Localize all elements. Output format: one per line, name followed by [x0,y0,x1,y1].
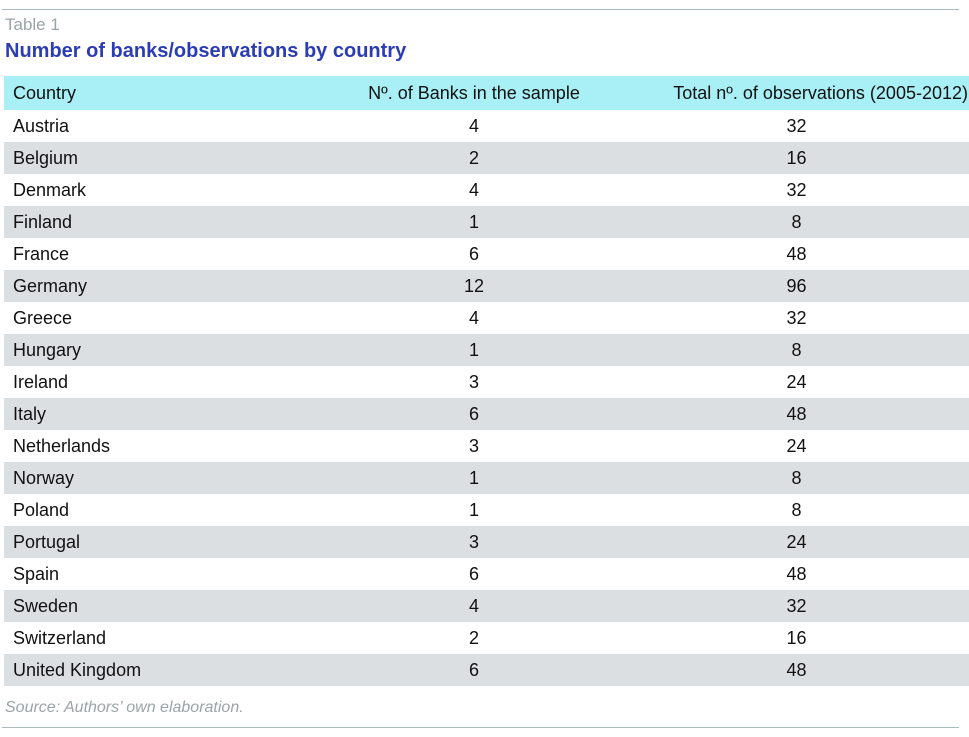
cell-banks: 2 [468,627,479,648]
cell-banks: 4 [468,179,479,200]
cell-banks: 4 [335,590,613,622]
table-row: Belgium 2 16 [4,142,969,174]
cell-country: Sweden [4,590,335,622]
cell-observations: 8 [613,334,969,366]
cell-observations: 8 [791,499,802,520]
table-row: United Kingdom 6 48 [4,654,969,686]
cell-observations: 16 [613,142,969,174]
cell-observations: 48 [613,398,969,430]
cell-banks: 12 [335,270,613,302]
cell-country: Ireland [13,371,69,392]
table-row: Denmark 4 32 [4,174,969,206]
cell-country: Finland [4,206,335,238]
table-row: Austria 4 32 [4,110,969,142]
column-header-banks: Nº. of Banks in the sample [335,76,613,110]
source-note: Source: Authors’ own elaboration. [5,699,244,716]
cell-banks: 1 [468,499,479,520]
cell-country: Denmark [13,179,87,200]
cell-country: France [13,243,70,264]
cell-observations: 32 [786,179,807,200]
cell-observations: 32 [786,307,807,328]
cell-banks: 6 [468,243,479,264]
table-row: Ireland 3 24 [4,366,969,398]
cell-observations: 48 [613,654,969,686]
table-row: Sweden 4 32 [4,590,969,622]
cell-observations: 32 [613,590,969,622]
cell-country: Belgium [4,142,335,174]
cell-banks: 4 [468,307,479,328]
table-row: France 6 48 [4,238,969,270]
cell-banks: 6 [335,398,613,430]
cell-banks: 4 [468,115,479,136]
cell-country: Hungary [4,334,335,366]
cell-observations: 16 [786,627,807,648]
banks-table: Country Nº. of Banks in the sample Total… [4,76,969,686]
cell-banks: 3 [468,371,479,392]
table-header: Country Nº. of Banks in the sample Total… [4,76,969,110]
table-row: Norway 1 8 [4,462,969,494]
table-row: Spain 6 48 [4,558,969,590]
cell-country: Italy [4,398,335,430]
column-header-observations: Total nº. of observations (2005-2012) [613,76,969,110]
cell-country: Poland [13,499,70,520]
cell-observations: 24 [786,435,807,456]
table-row: Germany 12 96 [4,270,969,302]
table-row: Portugal 3 24 [4,526,969,558]
cell-country: Germany [4,270,335,302]
cell-observations: 32 [786,115,807,136]
cell-banks: 2 [335,142,613,174]
cell-observations: 48 [786,243,807,264]
cell-observations: 24 [613,526,969,558]
table-row: Poland 1 8 [4,494,969,526]
cell-country: Portugal [4,526,335,558]
table-title: Number of banks/observations by country [5,40,407,62]
cell-observations: 8 [613,462,969,494]
cell-country: Netherlands [13,435,111,456]
cell-banks: 3 [468,435,479,456]
table-row: Switzerland 2 16 [4,622,969,654]
cell-country: Norway [4,462,335,494]
cell-banks: 6 [468,563,479,584]
table-label: Table 1 [5,15,60,34]
cell-observations: 96 [613,270,969,302]
cell-banks: 1 [335,206,613,238]
cell-country: Switzerland [13,627,107,648]
cell-observations: 48 [786,563,807,584]
table-row: Hungary 1 8 [4,334,969,366]
table-row: Finland 1 8 [4,206,969,238]
table-row: Greece 4 32 [4,302,969,334]
table-row: Italy 6 48 [4,398,969,430]
top-rule [2,9,959,10]
cell-banks: 3 [335,526,613,558]
header-row: Country Nº. of Banks in the sample Total… [4,76,969,110]
table-row: Netherlands 3 24 [4,430,969,462]
cell-country: United Kingdom [4,654,335,686]
cell-country: Spain [13,563,60,584]
bottom-rule [2,727,959,728]
column-header-country: Country [4,76,335,110]
cell-banks: 1 [335,334,613,366]
cell-observations: 8 [613,206,969,238]
cell-banks: 6 [335,654,613,686]
cell-country: Greece [13,307,73,328]
cell-observations: 24 [786,371,807,392]
cell-banks: 1 [335,462,613,494]
cell-country: Austria [13,115,70,136]
table-body: Austria 4 32 Belgium 2 16 Denmark 4 32 Finland 1 8 F… [4,110,969,686]
